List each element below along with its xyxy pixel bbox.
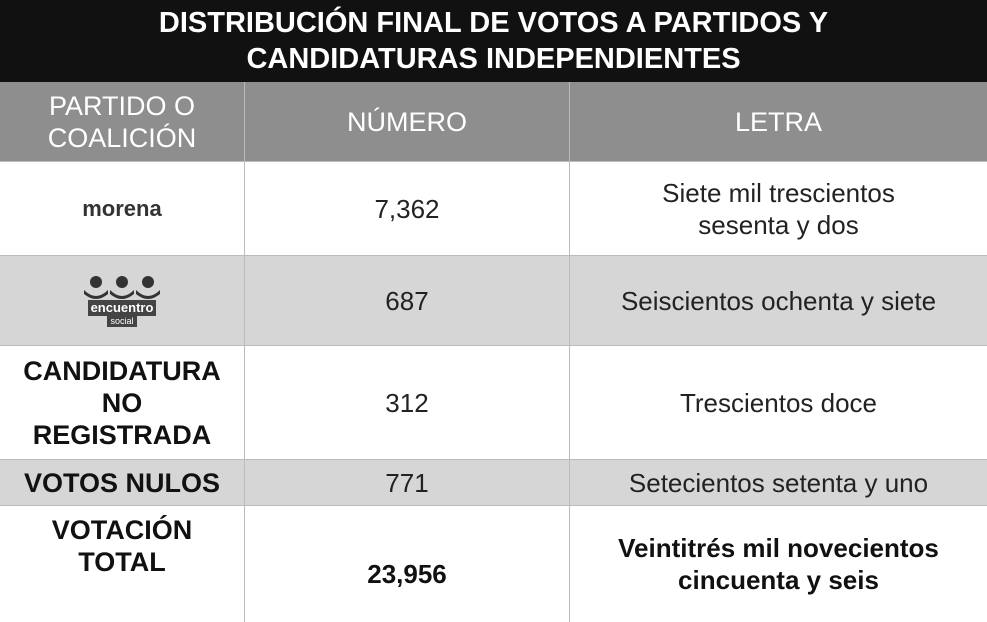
number-cell: 687 [245, 256, 570, 345]
number-cell: 312 [245, 346, 570, 459]
logo-icon [84, 276, 160, 299]
party-cell: CANDIDATURA NO REGISTRADA [0, 346, 245, 459]
logo-subtext: social [107, 316, 137, 327]
header-row: PARTIDO O COALICIÓN NÚMERO LETRA [0, 82, 987, 162]
number-cell: 771 [245, 460, 570, 505]
row: VOTOS NULOS 771 Setecientos setenta y un… [0, 460, 987, 506]
row: morena 7,362 Siete mil trescientos sesen… [0, 162, 987, 256]
party-logo: encuentro social [82, 274, 162, 327]
letter-cell: Trescientos doce [679, 387, 878, 418]
logo-text: encuentro [87, 300, 157, 316]
header-cell: LETRA [734, 106, 823, 137]
table-title: DISTRIBUCIÓN FINAL DE VOTOS A PARTIDOS Y… [0, 0, 987, 82]
party-cell: VOTOS NULOS [0, 460, 245, 505]
number-cell: 23,956 [245, 506, 570, 622]
number-cell: 7,362 [245, 162, 570, 255]
letter-cell: Siete mil trescientos sesenta y dos [662, 177, 895, 240]
letter-cell: Seiscientos ochenta y siete [620, 285, 937, 316]
row: CANDIDATURA NO REGISTRADA 312 Tresciento… [0, 346, 987, 460]
letter-cell: Setecientos setenta y uno [628, 467, 929, 498]
party-cell: VOTACIÓN TOTAL [0, 506, 245, 622]
party-logo-text: morena [0, 162, 245, 255]
header-cell: NÚMERO [245, 82, 570, 161]
letter-cell: Veintitrés mil novecientos cincuenta y s… [618, 533, 939, 595]
party-cell: encuentro social [0, 256, 245, 345]
row: VOTACIÓN TOTAL 23,956 Veintitrés mil nov… [0, 506, 987, 622]
row: encuentro social 687 Seiscientos ochenta… [0, 256, 987, 346]
header-cell: PARTIDO O COALICIÓN [0, 82, 245, 161]
